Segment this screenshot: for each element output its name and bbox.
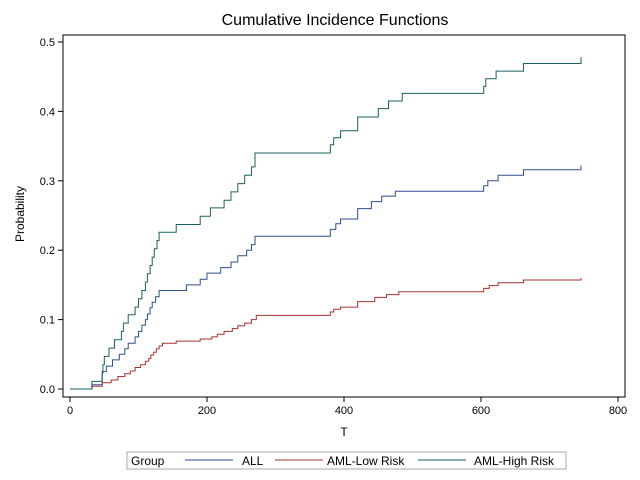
x-tick-label: 400 [335, 405, 353, 417]
legend-label: AML-Low Risk [327, 454, 405, 468]
legend-label: AML-High Risk [474, 454, 555, 468]
series-line-all [70, 165, 582, 390]
series-line-aml-high-risk [70, 57, 582, 390]
y-tick-label: 0.5 [40, 37, 55, 49]
legend-box [126, 451, 567, 470]
series-lines [70, 57, 582, 390]
y-tick-label: 0.2 [40, 245, 55, 257]
x-axis: 0 200 400 600 800 [67, 397, 627, 417]
legend-label: ALL [242, 454, 264, 468]
y-tick-label: 0.0 [40, 384, 55, 396]
y-axis: 0.0 0.1 0.2 0.3 0.4 0.5 [40, 37, 63, 396]
x-tick-label: 0 [67, 405, 73, 417]
legend: Group ALL AML-Low Risk AML-High Risk [126, 451, 567, 470]
series-line-aml-low-risk [70, 278, 582, 390]
x-axis-label: T [340, 425, 348, 439]
legend-title: Group [131, 454, 165, 468]
y-tick-label: 0.4 [40, 106, 55, 118]
plot-frame [62, 34, 626, 398]
x-tick-label: 200 [198, 405, 216, 417]
x-tick-label: 600 [472, 405, 490, 417]
chart-title: Cumulative Incidence Functions [222, 12, 449, 29]
y-axis-label: Probability [13, 186, 27, 242]
x-tick-label: 800 [609, 405, 627, 417]
y-tick-label: 0.1 [40, 315, 55, 327]
y-tick-label: 0.3 [40, 176, 55, 188]
